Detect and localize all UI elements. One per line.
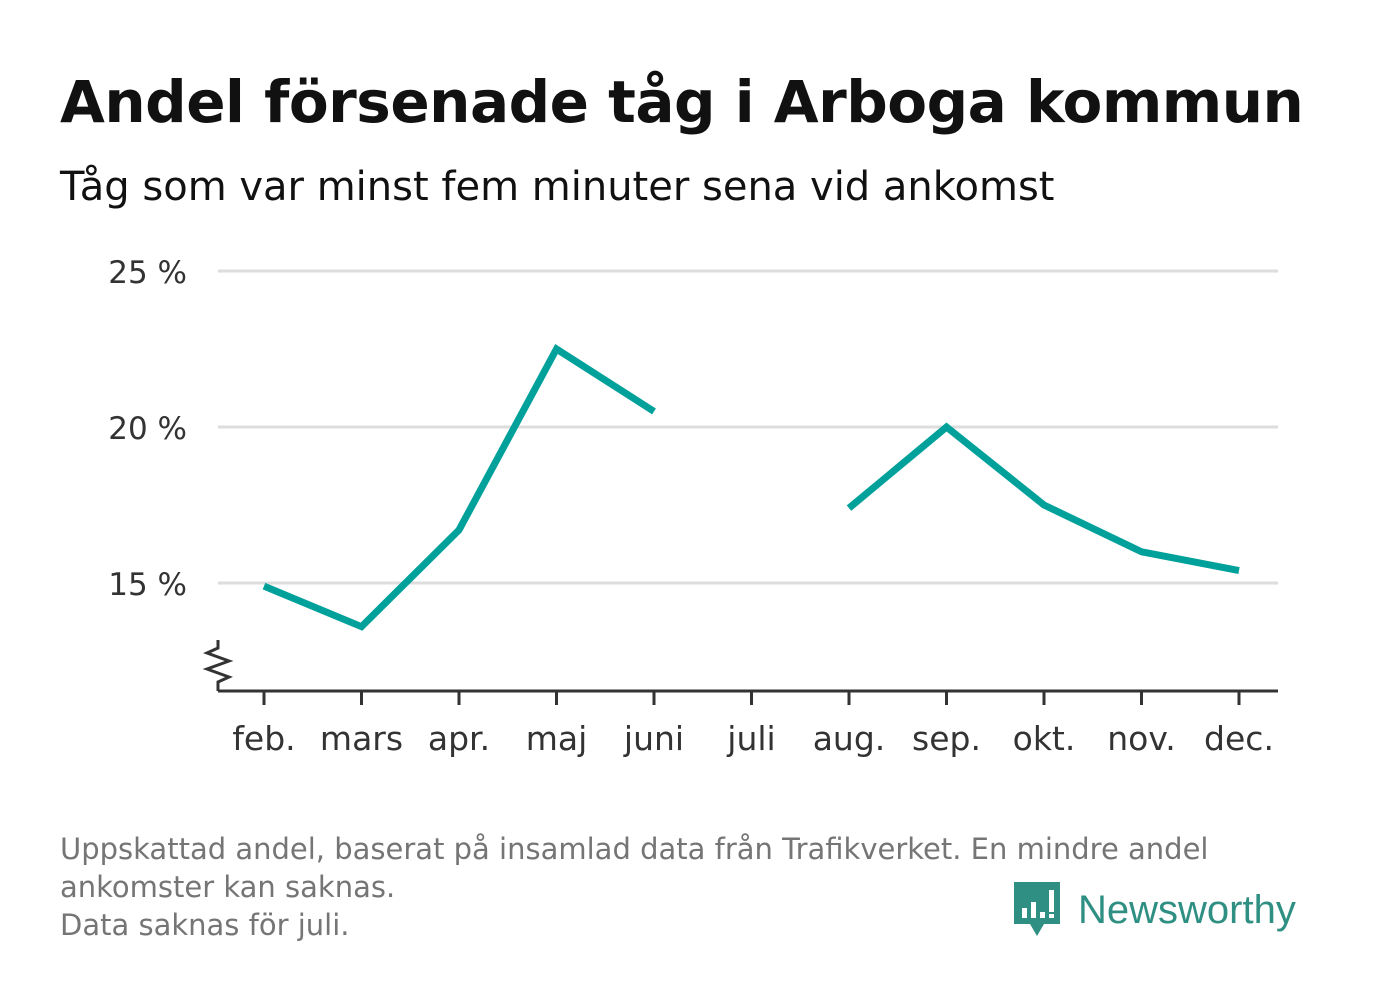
footnote-line: Uppskattad andel, baserat på insamlad da… [60, 832, 1209, 904]
y-tick-label: 25 % [108, 255, 187, 291]
x-tick-label: okt. [1013, 719, 1076, 758]
x-tick-label: aug. [813, 719, 886, 758]
x-tick-label: sep. [912, 719, 981, 758]
y-tick-labels: 15 % 20 % 25 % [108, 255, 187, 603]
grid-lines [218, 269, 1278, 585]
brand-name: Newsworthy [1078, 887, 1296, 932]
x-tick-label: nov. [1107, 719, 1176, 758]
x-tick-label: juli [726, 719, 775, 758]
y-tick-label: 20 % [108, 411, 187, 447]
x-tick-label: feb. [232, 719, 295, 758]
x-tick-label: apr. [428, 719, 490, 758]
x-tick-label: mars [320, 719, 403, 758]
footnote: Uppskattad andel, baserat på insamlad da… [60, 830, 1320, 944]
footnote-line: Data saknas för juli. [60, 908, 350, 942]
x-tick-label: dec. [1204, 719, 1274, 758]
chart-title: Andel försenade tåg i Arboga kommun [60, 68, 1304, 136]
newsworthy-logo-icon [1014, 882, 1060, 936]
x-tick-label: juni [623, 719, 684, 758]
series-line [846, 422, 1240, 574]
x-tick-labels: feb. mars apr. maj juni juli aug. sep. okt. nov. d… [232, 691, 1274, 758]
chart-subtitle: Tåg som var minst fem minuter sena vid a… [60, 164, 1055, 210]
series-lines [262, 344, 1240, 631]
y-tick-label: 15 % [108, 567, 187, 603]
series-line [262, 344, 656, 631]
x-tick-label: maj [526, 719, 588, 758]
brand: Newsworthy [1010, 880, 1296, 940]
axis-break-icon [202, 640, 234, 691]
x-axis [202, 640, 1278, 693]
